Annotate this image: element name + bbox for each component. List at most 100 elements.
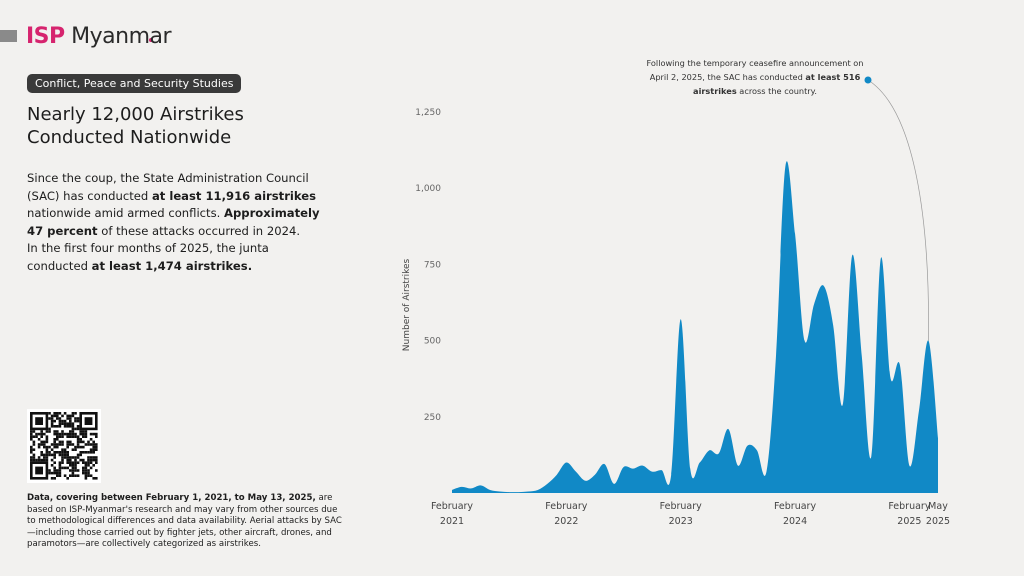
- qr-cell: [40, 443, 43, 446]
- qr-cell: [69, 432, 72, 436]
- qr-cell: [61, 422, 64, 425]
- qr-cell: [74, 469, 77, 472]
- qr-code: [27, 409, 101, 483]
- qr-cell: [37, 456, 41, 459]
- qr-cell: [50, 477, 54, 480]
- qr-cell: [56, 435, 59, 438]
- logo-bar: [0, 30, 17, 42]
- qr-cell: [74, 461, 77, 464]
- qr-cell: [37, 443, 41, 446]
- qr-cell: [35, 435, 38, 438]
- qr-cell: [50, 443, 54, 446]
- qr-finder: [84, 417, 93, 425]
- qr-cell: [48, 427, 51, 431]
- qr-cell: [61, 430, 64, 433]
- qr-cell: [30, 448, 33, 451]
- qr-cell: [40, 435, 43, 438]
- qr-cell: [45, 435, 49, 438]
- qr-cell: [30, 451, 33, 454]
- qr-cell: [95, 461, 98, 464]
- text: In the first four months of 2025, the ju…: [27, 241, 269, 273]
- qr-cell: [76, 435, 80, 438]
- qr-cell: [50, 448, 54, 451]
- qr-cell: [87, 458, 90, 462]
- qr-cell: [53, 432, 56, 436]
- qr-cell: [84, 474, 88, 477]
- qr-cell: [92, 443, 95, 446]
- qr-cell: [66, 417, 69, 420]
- qr-cell: [50, 417, 54, 420]
- qr-cell: [92, 445, 95, 449]
- logo-name: Myanmar: [71, 24, 172, 49]
- qr-cell: [69, 464, 72, 467]
- qr-cell: [56, 438, 59, 441]
- qr-cell: [89, 461, 93, 464]
- qr-cell: [69, 422, 72, 425]
- qr-cell: [74, 419, 77, 423]
- qr-finder: [29, 411, 49, 431]
- qr-cell: [71, 471, 75, 475]
- qr-cell: [53, 445, 56, 449]
- qr-cell: [71, 456, 75, 459]
- logo: ISP Myanmar: [26, 24, 172, 49]
- qr-cell: [66, 425, 69, 428]
- tag: Conflict, Peace and Security Studies: [27, 74, 242, 93]
- qr-cell: [48, 445, 51, 449]
- qr-cell: [58, 461, 62, 464]
- qr-cell: [95, 443, 98, 446]
- qr-cell: [95, 456, 98, 459]
- qr-cell: [61, 419, 64, 423]
- qr-cell: [92, 464, 95, 467]
- qr-cell: [50, 458, 54, 462]
- qr-cell: [58, 435, 62, 438]
- bold-text: at least 1,474 airstrikes.: [91, 258, 253, 273]
- qr-cell: [74, 417, 77, 420]
- qr-cell: [84, 435, 88, 438]
- qr-cell: [61, 443, 64, 446]
- qr-cell: [30, 458, 33, 462]
- qr-cell: [58, 432, 62, 436]
- qr-cell: [56, 471, 59, 475]
- qr-cell: [74, 464, 77, 467]
- qr-cell: [50, 414, 54, 418]
- qr-cell: [89, 458, 93, 462]
- qr-cell: [89, 474, 93, 477]
- qr-cell: [84, 461, 88, 464]
- annotation-dot: [864, 76, 872, 84]
- qr-cell: [53, 425, 56, 428]
- qr-cell: [58, 419, 62, 423]
- qr-cell: [71, 412, 75, 415]
- qr-cell: [61, 458, 64, 462]
- qr-cell: [63, 412, 67, 415]
- qr-cell: [56, 414, 59, 418]
- qr-cell: [69, 469, 72, 472]
- text: across the country.: [736, 86, 817, 96]
- qr-cell: [71, 466, 75, 470]
- qr-cell: [76, 469, 80, 472]
- qr-cell: [56, 451, 59, 454]
- paragraph: Since the coup, the State Administration…: [27, 170, 327, 240]
- qr-cell: [30, 456, 33, 459]
- qr-cell: [53, 477, 56, 480]
- qr-cell: [82, 461, 85, 464]
- qr-cell: [76, 474, 80, 477]
- qr-cell: [66, 445, 69, 449]
- qr-cell: [92, 477, 95, 480]
- qr-cell: [45, 445, 49, 449]
- bold-text: Data, covering between February 1, 2021,…: [27, 493, 316, 503]
- qr-cell: [58, 412, 62, 415]
- qr-cell: [69, 419, 72, 423]
- qr-cell: [37, 438, 41, 441]
- intro: Since the coup, the State Administration…: [27, 170, 327, 275]
- qr-cell: [53, 430, 56, 433]
- qr-cell: [74, 456, 77, 459]
- qr-cell: [95, 445, 98, 449]
- qr-cell: [87, 474, 90, 477]
- qr-cell: [69, 430, 72, 433]
- qr-cell: [56, 443, 59, 446]
- qr-cell: [37, 458, 41, 462]
- qr-cell: [71, 425, 75, 428]
- qr-cell: [66, 477, 69, 480]
- qr-cell: [66, 440, 69, 444]
- qr-cell: [84, 477, 88, 480]
